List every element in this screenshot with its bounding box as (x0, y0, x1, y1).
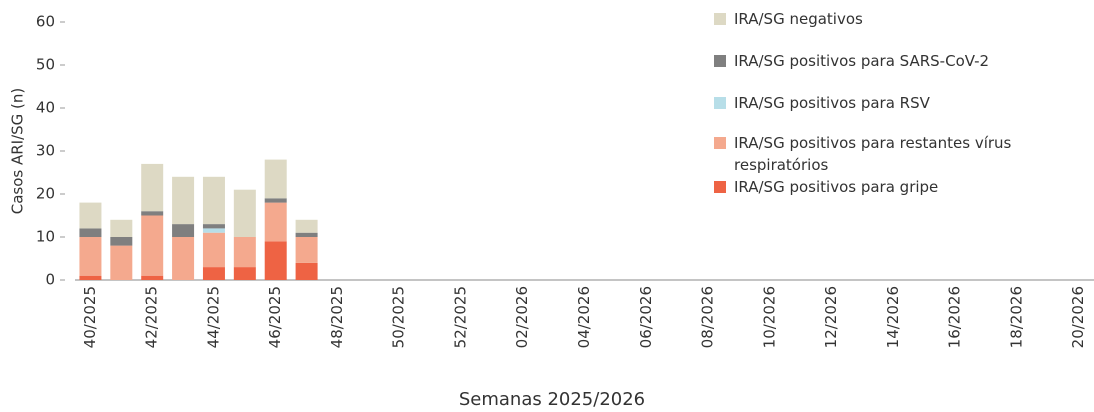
legend-swatch (714, 97, 726, 109)
legend-label: IRA/SG positivos para gripe (734, 178, 939, 196)
x-tick-label: 02/2026 (513, 286, 531, 348)
x-tick-label: 44/2025 (204, 286, 222, 348)
bar-segment (202, 267, 225, 280)
bar-segment (264, 202, 287, 242)
bar-segment (295, 219, 318, 233)
y-tick-label: 60 (36, 13, 55, 31)
x-tick-label: 50/2025 (390, 286, 408, 348)
x-tick-label: 04/2026 (575, 286, 593, 348)
bar-segment (141, 211, 164, 216)
bar-segment (264, 198, 287, 203)
legend-swatch (714, 55, 726, 67)
bar-segment (202, 232, 225, 268)
legend-item: IRA/SG positivos para gripe (712, 176, 1082, 198)
y-tick-label: 50 (36, 56, 55, 74)
bar-segment (172, 224, 195, 237)
legend-label: IRA/SG positivos para SARS-CoV-2 (734, 52, 990, 70)
legend-item: IRA/SG negativos (712, 8, 1082, 30)
bar-segment (79, 237, 102, 276)
x-tick-label: 48/2025 (328, 286, 346, 348)
x-tick-label: 14/2026 (884, 286, 902, 348)
legend-label: IRA/SG positivos para restantes vírus re… (734, 134, 1012, 174)
y-tick-label: 0 (45, 271, 55, 289)
x-tick-label: 42/2025 (143, 286, 161, 348)
bar-segment (172, 176, 195, 225)
bar-segment (79, 228, 102, 237)
x-tick-label: 20/2026 (1069, 286, 1087, 348)
x-axis-title: Semanas 2025/2026 (459, 389, 645, 410)
y-tick-label: 40 (36, 99, 55, 117)
bar-segment (233, 237, 256, 268)
bar-segment (264, 159, 287, 199)
y-axis-title: Casos ARI/SG (n) (9, 88, 27, 215)
bar-segment (110, 237, 133, 246)
bar-segment (141, 215, 164, 276)
legend-swatch (714, 137, 726, 149)
bar-segment (79, 202, 102, 229)
bar-segment (202, 224, 225, 229)
bar-segment (202, 228, 225, 233)
x-tick-label: 46/2025 (266, 286, 284, 348)
x-tick-label: 12/2026 (822, 286, 840, 348)
legend-swatch (714, 13, 726, 25)
legend-item: IRA/SG positivos para SARS-CoV-2 (712, 50, 1082, 72)
x-tick-label: 08/2026 (699, 286, 717, 348)
legend-item: IRA/SG positivos para RSV (712, 92, 1082, 114)
bar-segment (110, 219, 133, 237)
legend-swatch (714, 181, 726, 193)
bar-segment (233, 189, 256, 237)
legend: IRA/SG negativos IRA/SG positivos para SA… (712, 8, 1082, 198)
legend-label: IRA/SG negativos (734, 10, 863, 28)
bar-segment (264, 241, 287, 280)
bar-segment (79, 275, 102, 280)
bar-segment (295, 237, 318, 263)
bar-segment (295, 232, 318, 237)
y-tick-label: 10 (36, 228, 55, 246)
x-tick-label: 16/2026 (946, 286, 964, 348)
bar-segment (202, 176, 225, 225)
x-tick-label: 06/2026 (637, 286, 655, 348)
bar-segment (110, 245, 133, 280)
bar-segment (141, 275, 164, 280)
x-tick-label: 18/2026 (1007, 286, 1025, 348)
x-tick-label: 52/2025 (451, 286, 469, 348)
bar-segment (295, 262, 318, 280)
bar-segment (141, 163, 164, 212)
y-tick-label: 20 (36, 185, 55, 203)
legend-label: IRA/SG positivos para RSV (734, 94, 930, 112)
y-tick-label: 30 (36, 142, 55, 160)
x-tick-label: 40/2025 (81, 286, 99, 348)
bar-segment (172, 237, 195, 280)
legend-item: IRA/SG positivos para restantes vírus re… (712, 132, 1064, 176)
x-tick-label: 10/2026 (760, 286, 778, 348)
bar-segment (233, 267, 256, 280)
